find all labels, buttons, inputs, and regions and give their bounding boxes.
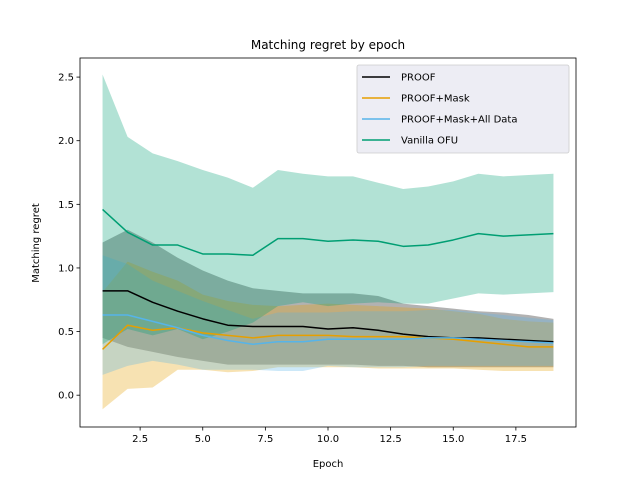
- band-vanilla-ofu: [102, 74, 554, 345]
- band-proof: [102, 229, 554, 368]
- series-line-vanilla-ofu: [102, 208, 554, 256]
- y-tick-label: 0.5: [58, 327, 74, 338]
- legend-label-vanilla-ofu: Vanilla OFU: [401, 136, 458, 147]
- x-tick-label: 12.5: [379, 434, 401, 445]
- series-line-proof-mask-all-data: [102, 314, 554, 346]
- y-tick-label: 2.5: [58, 73, 74, 84]
- legend-label-proof-mask: PROOF+Mask: [401, 94, 470, 105]
- x-tick-label: 15.0: [442, 434, 464, 445]
- x-tick-label: 5.0: [195, 434, 211, 445]
- legend-box: [356, 64, 570, 154]
- band-proof-mask-all-data: [102, 255, 554, 375]
- y-tick-label: 1.0: [58, 263, 74, 274]
- legend-label-proof-mask-all-data: PROOF+Mask+All Data: [401, 115, 517, 126]
- series-line-proof: [102, 290, 554, 343]
- x-tick-label: 10.0: [317, 434, 339, 445]
- x-tick-label: 2.5: [132, 434, 148, 445]
- x-axis-title: Epoch: [313, 459, 344, 470]
- x-tick-label: 17.5: [505, 434, 527, 445]
- y-axis-title: Matching regret: [31, 203, 42, 283]
- x-tick-label: 7.5: [257, 434, 273, 445]
- y-tick-label: 1.5: [58, 200, 74, 211]
- y-tick-label: 2.0: [58, 136, 74, 147]
- axes: 2.5 5.0 7.5 10.0 12.5 15.0 17.5 0.0 0.5 1.0 1.5 2.0…: [58, 57, 577, 445]
- legend: PROOF PROOF+Mask PROOF+Mask+All Data Vanill…: [356, 64, 570, 154]
- plot-area: [102, 74, 554, 410]
- y-tick-label: 0.0: [58, 391, 74, 402]
- legend-label-proof: PROOF: [401, 73, 436, 84]
- chart-title: Matching regret by epoch: [251, 38, 405, 52]
